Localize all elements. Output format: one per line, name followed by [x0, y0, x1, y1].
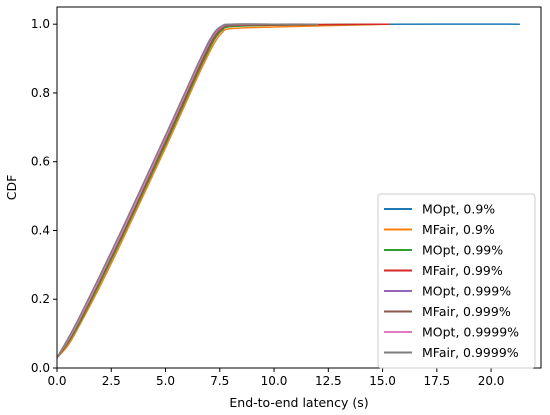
- series-line-3: [57, 23, 388, 359]
- y-axis-label: CDF: [4, 175, 19, 201]
- x-tick-label: 2.5: [102, 374, 121, 388]
- y-tick-label: 0.2: [31, 292, 50, 306]
- legend-entry: MOpt, 0.9%: [384, 202, 495, 217]
- legend-label: MOpt, 0.9%: [422, 202, 495, 217]
- axes-frame: [56, 6, 542, 369]
- x-tick-label: 15.0: [369, 374, 396, 388]
- series-line-6: [57, 23, 319, 359]
- y-tick-label: 0.0: [31, 361, 50, 375]
- x-axis-label: End-to-end latency (s): [229, 395, 368, 410]
- legend-label: MOpt, 0.99%: [422, 243, 503, 258]
- legend-entry: MFair, 0.99%: [384, 263, 503, 278]
- series-line-2: [57, 23, 390, 359]
- legend-label: MFair, 0.9%: [422, 222, 495, 237]
- series-line-8: [57, 23, 319, 359]
- y-tick-label: 1.0: [31, 17, 50, 31]
- legend-entry: MFair, 0.9%: [384, 222, 495, 237]
- x-tick-label: 5.0: [156, 374, 175, 388]
- x-tick-label: 12.5: [315, 374, 342, 388]
- legend-label: MOpt, 0.9999%: [422, 325, 519, 340]
- y-tick-label: 0.4: [31, 223, 50, 237]
- axis-ticks: 0.0 2.5 5.0 7.5 10.0 12.5 15.0 17.5 20.0 0.0 0.2 0.…: [31, 17, 505, 388]
- legend-entry: MOpt, 0.9999%: [384, 325, 519, 340]
- y-tick-label: 0.6: [31, 155, 50, 169]
- x-tick-label: 20.0: [478, 374, 505, 388]
- x-tick-label: 0.0: [47, 374, 66, 388]
- x-tick-label: 17.5: [423, 374, 450, 388]
- legend-entry: MOpt, 0.999%: [384, 284, 511, 299]
- legend-entry: MOpt, 0.99%: [384, 243, 503, 258]
- x-tick-label: 7.5: [210, 374, 229, 388]
- x-tick-label: 10.0: [261, 374, 288, 388]
- legend-label: MFair, 0.9999%: [422, 345, 519, 360]
- legend-entry: MFair, 0.999%: [384, 304, 511, 319]
- legend-entry: MFair, 0.9999%: [384, 345, 519, 360]
- legend-box: [377, 193, 536, 369]
- legend-label: MOpt, 0.999%: [422, 284, 511, 299]
- legend-label: MFair, 0.999%: [422, 304, 511, 319]
- y-tick-label: 0.8: [31, 86, 50, 100]
- legend-label: MFair, 0.99%: [422, 263, 503, 278]
- legend: MOpt, 0.9% MFair, 0.9% MOpt, 0.99% MFair, 0…: [377, 193, 536, 369]
- series-lines: [57, 23, 521, 359]
